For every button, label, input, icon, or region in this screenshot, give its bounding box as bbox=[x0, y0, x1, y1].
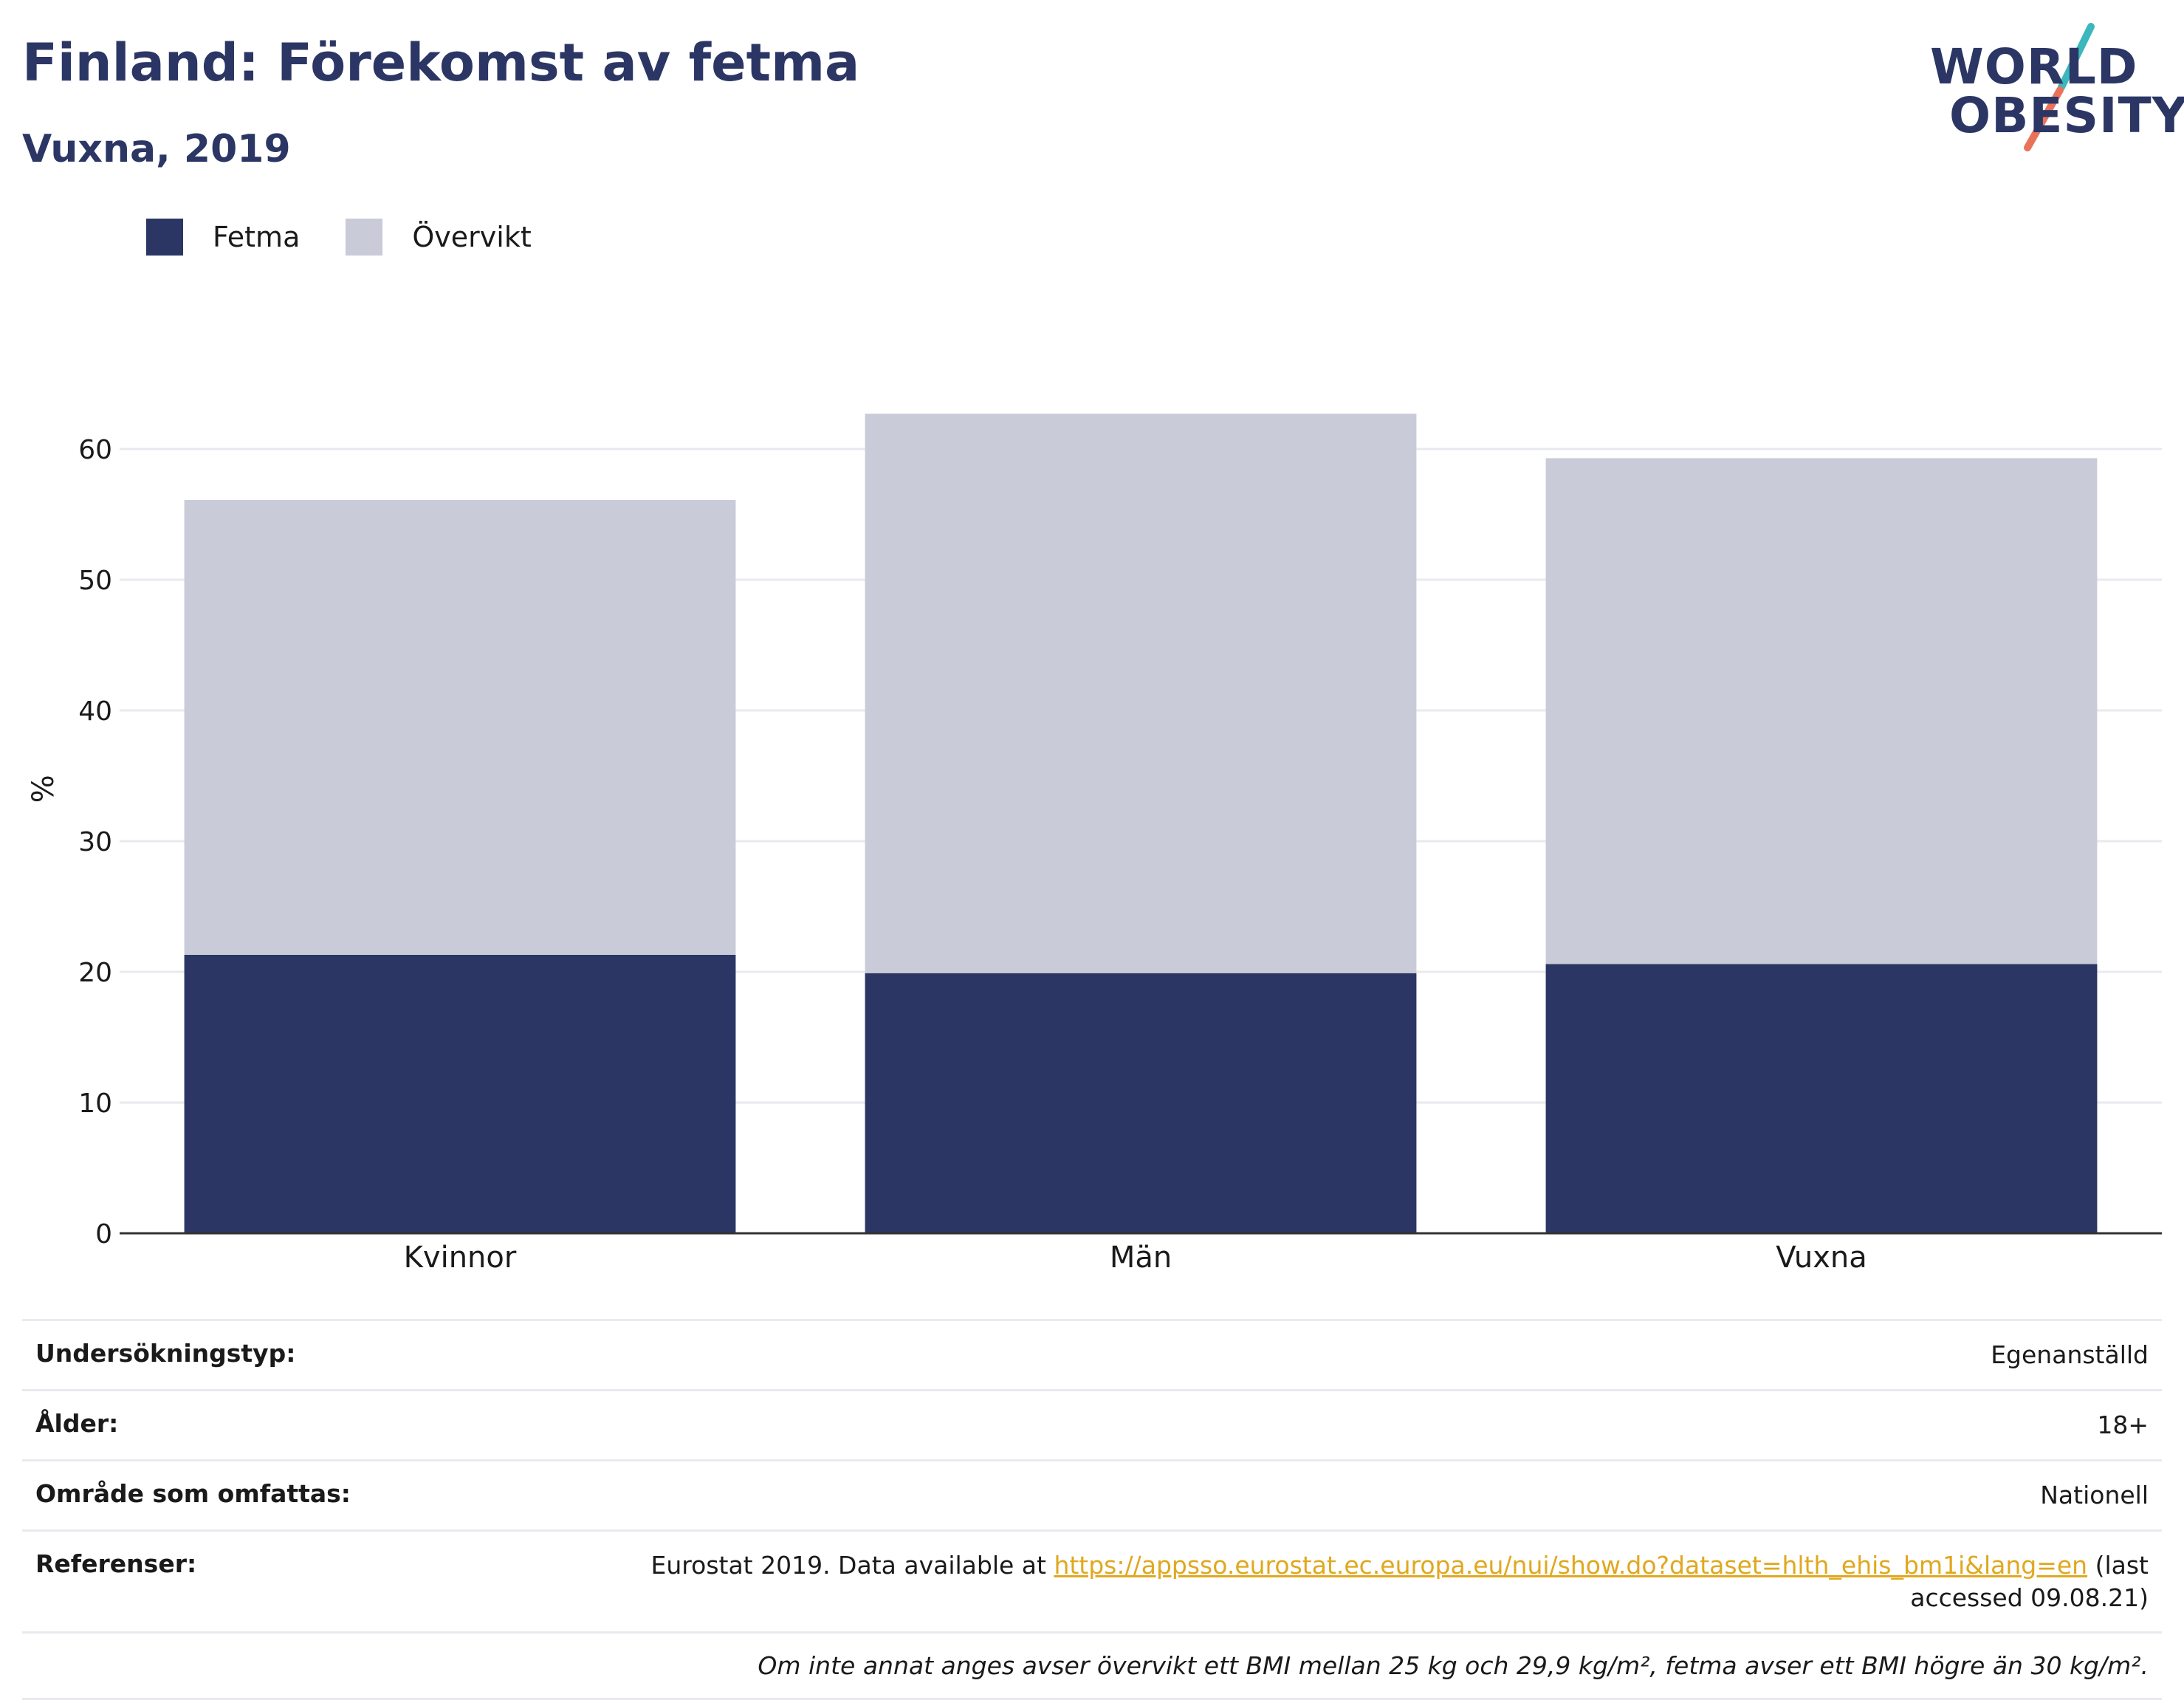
info-row: Ålder: 18+ bbox=[22, 1388, 2162, 1461]
reference-link[interactable]: https://appsso.eurostat.ec.europa.eu/nui… bbox=[1054, 1550, 2088, 1580]
bar-fetma bbox=[865, 973, 1417, 1233]
bar-fetma bbox=[1545, 964, 2098, 1233]
info-value-references: Eurostat 2019. Data available at https:/… bbox=[566, 1529, 2162, 1633]
y-tick-label: 40 bbox=[78, 696, 112, 727]
bar-overvikt bbox=[1545, 458, 2098, 964]
y-tick-label: 20 bbox=[78, 958, 112, 988]
x-tick-label: Män bbox=[1110, 1241, 1172, 1275]
info-label-references: Referenser: bbox=[22, 1529, 566, 1633]
bmi-definition-note: Om inte annat anges avser övervikt ett B… bbox=[22, 1631, 2162, 1700]
info-row: Område som omfattas: Nationell bbox=[22, 1459, 2162, 1531]
info-value-age: 18+ bbox=[566, 1388, 2162, 1461]
world-obesity-logo: WORLD OBESITY bbox=[1920, 22, 2184, 155]
y-tick-label: 10 bbox=[78, 1089, 112, 1119]
legend-swatch-fetma bbox=[146, 219, 183, 256]
legend-swatch-overvikt bbox=[346, 219, 383, 256]
legend-label-overvikt: Övervikt bbox=[412, 221, 532, 253]
chart-legend: Fetma Övervikt bbox=[146, 219, 577, 256]
y-axis-label: % bbox=[27, 775, 61, 803]
bar-fetma bbox=[184, 954, 736, 1233]
legend-item-fetma[interactable]: Fetma bbox=[146, 219, 300, 256]
info-value-survey-type: Egenanställd bbox=[566, 1319, 2162, 1391]
y-tick-label: 50 bbox=[78, 566, 112, 596]
page-subtitle: Vuxna, 2019 bbox=[22, 127, 291, 171]
bar-overvikt bbox=[865, 414, 1417, 973]
logo-line-world: WORLD bbox=[1930, 38, 2138, 95]
info-label-coverage: Område som omfattas: bbox=[22, 1459, 566, 1531]
bar-overvikt bbox=[184, 500, 736, 955]
legend-label-fetma: Fetma bbox=[213, 221, 301, 253]
info-table: Undersökningstyp: Egenanställd Ålder: 18… bbox=[22, 1319, 2162, 1700]
info-row: Referenser: Eurostat 2019. Data availabl… bbox=[22, 1529, 2162, 1633]
info-row: Om inte annat anges avser övervikt ett B… bbox=[22, 1631, 2162, 1700]
y-tick-label: 0 bbox=[95, 1219, 112, 1250]
bar-chart: 0 10 20 30 40 50 60% Kvinnor Män Vuxna bbox=[27, 414, 2162, 1275]
reference-prefix: Eurostat 2019. Data available at bbox=[650, 1550, 1054, 1580]
info-row: Undersökningstyp: Egenanställd bbox=[22, 1319, 2162, 1391]
x-tick-label: Vuxna bbox=[1776, 1241, 1867, 1275]
logo-line-obesity: OBESITY bbox=[1949, 87, 2184, 144]
y-tick-label: 60 bbox=[78, 435, 112, 465]
legend-item-overvikt[interactable]: Övervikt bbox=[346, 219, 532, 256]
logo-slash-icon bbox=[2024, 23, 2095, 151]
y-tick-label: 30 bbox=[78, 827, 112, 857]
info-label-age: Ålder: bbox=[22, 1388, 566, 1461]
page-title: Finland: Förekomst av fetma bbox=[22, 32, 860, 93]
info-value-coverage: Nationell bbox=[566, 1459, 2162, 1531]
reference-suffix: (last accessed 09.08.21) bbox=[1910, 1550, 2149, 1612]
info-label-survey-type: Undersökningstyp: bbox=[22, 1319, 566, 1391]
x-tick-label: Kvinnor bbox=[404, 1241, 517, 1275]
